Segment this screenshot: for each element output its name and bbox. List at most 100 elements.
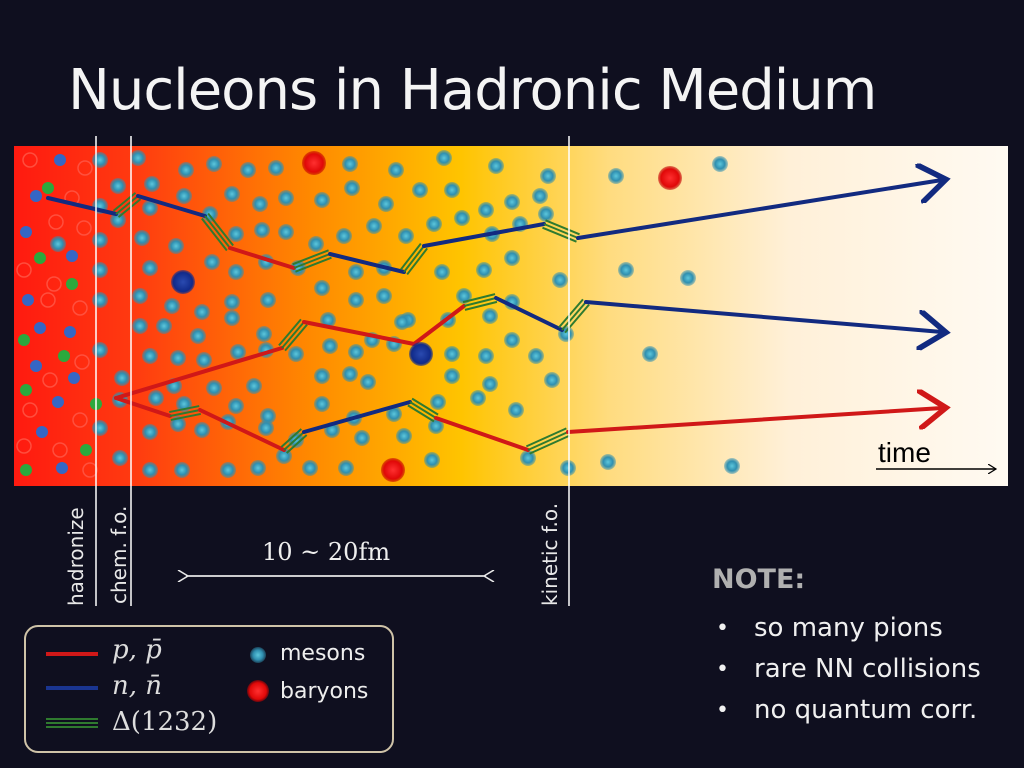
meson-dot <box>470 390 486 406</box>
meson-dot <box>92 420 108 436</box>
legend-proton-label: p, p̄ <box>112 635 162 665</box>
delta-track-segment <box>115 195 139 215</box>
meson-dot <box>344 180 360 196</box>
early-particle <box>82 462 98 478</box>
meson-dot <box>308 236 324 252</box>
meson-dot <box>608 168 624 184</box>
delta-track-segment <box>281 321 305 349</box>
meson-dot <box>254 222 270 238</box>
meson-dot <box>132 288 148 304</box>
meson-dot <box>424 452 440 468</box>
meson-dot <box>538 206 554 222</box>
meson-dot <box>476 262 492 278</box>
meson-dot <box>92 262 108 278</box>
meson-dot <box>314 192 330 208</box>
legend-baryon-swatch <box>247 680 269 702</box>
meson-dot <box>444 182 460 198</box>
meson-dot <box>314 368 330 384</box>
meson-dot <box>482 376 498 392</box>
meson-dot <box>142 348 158 364</box>
early-particle <box>18 334 30 346</box>
delta-track-segment <box>558 298 584 329</box>
proton-track-segment <box>228 246 296 270</box>
delta-track-segment <box>278 318 302 347</box>
meson-dot <box>444 346 460 362</box>
meson-dot <box>258 420 274 436</box>
delta-track-segment <box>543 223 579 239</box>
delta-track-segment <box>463 297 497 307</box>
meson-dot <box>228 398 244 414</box>
meson-dot <box>314 396 330 412</box>
early-particle <box>22 152 38 168</box>
meson-dot <box>348 344 364 360</box>
delta-track-segment <box>545 219 580 236</box>
meson-dot <box>170 350 186 366</box>
meson-dot <box>92 342 108 358</box>
meson-dot <box>428 418 444 434</box>
delta-track-segment <box>406 247 428 276</box>
delta-track-segment <box>169 405 200 414</box>
legend-swatches <box>46 647 269 728</box>
meson-dot <box>712 156 728 172</box>
delta-track-segment <box>286 434 308 454</box>
neutron-track-segment <box>302 400 412 434</box>
meson-dot <box>342 366 358 382</box>
meson-dot <box>268 160 284 176</box>
meson-dot <box>528 348 544 364</box>
early-particle <box>64 326 76 338</box>
legend-box: p, p̄ n, n̄ Δ(1232) mesons baryons <box>24 625 394 753</box>
proton-track-segment <box>114 346 284 400</box>
meson-dot <box>488 158 504 174</box>
legend-meson-label: mesons <box>280 641 366 666</box>
delta-track-segment <box>561 301 587 331</box>
delta-track-segment <box>284 323 308 352</box>
meson-dot <box>142 260 158 276</box>
duration-label: 10 ~ 20fm <box>262 538 391 566</box>
meson-dot <box>156 318 172 334</box>
meson-dot <box>224 294 240 310</box>
meson-dot <box>240 162 256 178</box>
meson-dot <box>336 228 352 244</box>
delta-track-segment <box>295 256 332 273</box>
neutron-dot <box>171 270 195 294</box>
meson-dot <box>540 168 556 184</box>
early-particle <box>80 444 92 456</box>
meson-dot <box>354 430 370 446</box>
meson-dot <box>378 196 394 212</box>
baryon-dot <box>658 166 682 190</box>
proton-track-arrow <box>566 408 942 434</box>
nucleon-trajectories <box>46 180 942 455</box>
note-heading: NOTE: <box>712 564 806 595</box>
legend-meson-swatch <box>250 647 266 663</box>
meson-dot <box>504 250 520 266</box>
delta-track-segment <box>525 427 567 448</box>
meson-dot <box>252 196 268 212</box>
meson-dot <box>478 202 494 218</box>
proton-track-segment <box>434 416 530 452</box>
early-particle <box>66 250 78 262</box>
meson-dot <box>230 344 246 360</box>
meson-dot <box>396 428 412 444</box>
meson-dot <box>110 178 126 194</box>
meson-dot <box>50 236 66 252</box>
meson-dot <box>260 408 276 424</box>
meson-dot <box>360 374 376 390</box>
early-particle <box>34 252 46 264</box>
meson-dot <box>338 460 354 476</box>
meson-dot <box>224 310 240 326</box>
meson-dot <box>348 292 364 308</box>
early-particle <box>42 372 58 388</box>
proton-track-segment <box>302 320 416 346</box>
neutron-track-segment <box>328 252 406 274</box>
note-bullet: so many pions <box>712 608 981 649</box>
meson-dot <box>398 228 414 244</box>
meson-dot <box>348 264 364 280</box>
early-particles <box>16 152 102 478</box>
early-particle <box>20 384 32 396</box>
early-particle <box>58 350 70 362</box>
early-particle <box>72 412 88 428</box>
meson-dot <box>314 280 330 296</box>
early-particle <box>48 214 64 230</box>
early-particle <box>42 182 54 194</box>
early-particle <box>68 372 80 384</box>
